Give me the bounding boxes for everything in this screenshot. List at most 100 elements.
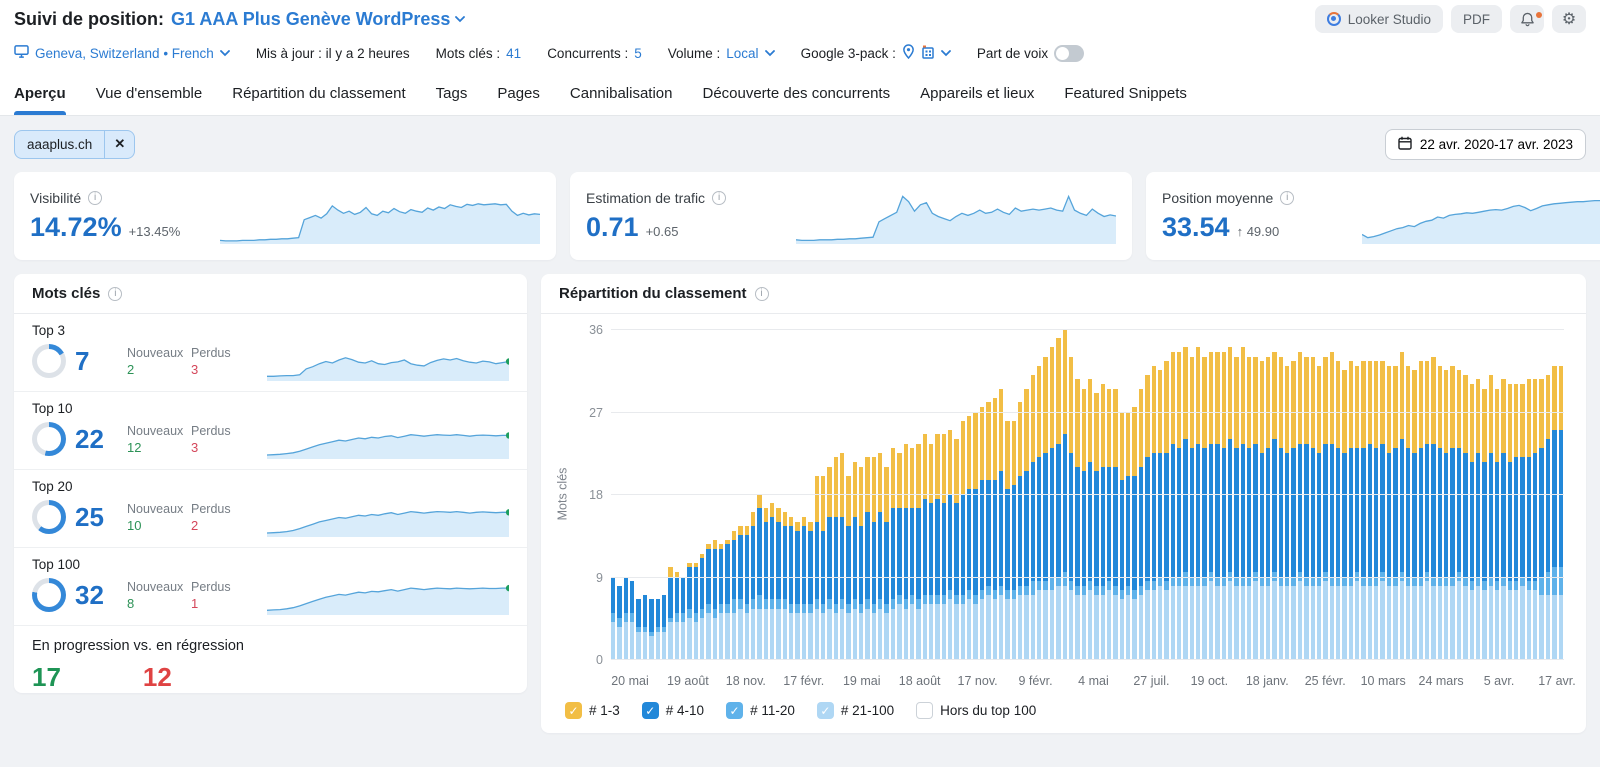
stacked-bar[interactable] — [1552, 365, 1557, 659]
stacked-bar[interactable] — [884, 466, 889, 659]
stacked-bar[interactable] — [1113, 388, 1118, 659]
stacked-bar[interactable] — [750, 512, 756, 659]
stacked-bar[interactable] — [763, 507, 768, 659]
stacked-bar[interactable] — [1075, 379, 1080, 659]
stacked-bar[interactable] — [1094, 393, 1099, 659]
stacked-bar[interactable] — [1297, 351, 1303, 659]
stacked-bar[interactable] — [1081, 388, 1086, 659]
stacked-bar[interactable] — [1266, 356, 1271, 659]
stacked-bar[interactable] — [1056, 338, 1061, 659]
stacked-bar[interactable] — [1450, 365, 1455, 659]
stacked-bar[interactable] — [941, 434, 947, 659]
stacked-bar[interactable] — [611, 576, 616, 659]
stacked-bar[interactable] — [738, 526, 743, 659]
stacked-bar[interactable] — [1208, 351, 1214, 659]
stacked-bar[interactable] — [1164, 361, 1169, 659]
stacked-bar[interactable] — [1145, 374, 1150, 659]
stacked-bar[interactable] — [1151, 365, 1156, 659]
stacked-bar[interactable] — [954, 439, 959, 659]
stacked-bar[interactable] — [839, 452, 845, 659]
stacked-bar[interactable] — [833, 457, 838, 659]
checkbox-icon[interactable]: ✓ — [816, 702, 834, 719]
stacked-bar[interactable] — [1488, 374, 1493, 659]
stacked-bar[interactable] — [859, 466, 864, 659]
stacked-bar[interactable] — [1202, 356, 1207, 659]
stacked-bar[interactable] — [782, 512, 788, 659]
stacked-bar[interactable] — [731, 530, 737, 659]
stacked-bar[interactable] — [1176, 351, 1182, 659]
stacked-bar[interactable] — [1170, 351, 1175, 659]
tab-vue-d-ensemble[interactable]: Vue d'ensemble — [95, 85, 203, 102]
stacked-bar[interactable] — [1463, 374, 1468, 659]
stacked-bar[interactable] — [1418, 361, 1423, 659]
stacked-bar[interactable] — [1037, 365, 1042, 659]
stacked-bar[interactable] — [789, 516, 794, 659]
stacked-bar[interactable] — [890, 448, 896, 659]
stacked-bar[interactable] — [852, 461, 858, 659]
stacked-bar[interactable] — [1304, 356, 1309, 659]
stacked-bar[interactable] — [1272, 351, 1277, 659]
checkbox-icon[interactable] — [916, 702, 934, 719]
legend-item-11-20[interactable]: ✓ # 11-20 — [726, 702, 795, 719]
stacked-bar[interactable] — [1520, 384, 1525, 659]
stacked-bar[interactable] — [1425, 361, 1430, 659]
stacked-bar[interactable] — [1310, 356, 1315, 659]
keyword-row-top-100[interactable]: Top 100 32 Nouveaux 8 Perdus 1 — [14, 548, 527, 626]
stacked-bar[interactable] — [1011, 420, 1016, 659]
stacked-bar[interactable] — [808, 521, 813, 659]
location-selector[interactable]: Geneva, Switzerland • French — [14, 45, 230, 61]
stacked-bar[interactable] — [795, 521, 800, 659]
stacked-bar[interactable] — [700, 553, 705, 659]
tab-featured-snippets[interactable]: Featured Snippets — [1064, 85, 1187, 102]
date-range-picker[interactable]: 22 avr. 2020-17 avr. 2023 — [1384, 128, 1586, 160]
stacked-bar[interactable] — [1329, 351, 1334, 659]
stacked-bar[interactable] — [1558, 365, 1563, 659]
legend-item-hors-du-top-100[interactable]: Hors du top 100 — [916, 702, 1036, 719]
stacked-bar[interactable] — [1456, 370, 1462, 659]
stacked-bar[interactable] — [1196, 347, 1201, 659]
stacked-bar[interactable] — [617, 585, 622, 659]
info-icon[interactable] — [108, 286, 123, 301]
close-icon[interactable]: ✕ — [104, 130, 134, 158]
tab-cannibalisation[interactable]: Cannibalisation — [569, 85, 673, 102]
stacked-bar[interactable] — [1361, 361, 1366, 659]
settings-button[interactable]: ⚙ — [1552, 5, 1586, 33]
project-selector[interactable]: G1 AAA Plus Genève WordPress — [171, 9, 466, 30]
stacked-bar[interactable] — [1087, 379, 1093, 659]
stacked-bar[interactable] — [1444, 370, 1449, 659]
stacked-bar[interactable] — [1526, 379, 1532, 659]
stacked-bar[interactable] — [979, 406, 985, 659]
stacked-bar[interactable] — [1367, 361, 1373, 659]
stacked-bar[interactable] — [757, 494, 762, 659]
stacked-bar[interactable] — [1507, 384, 1513, 659]
stacked-bar[interactable] — [1215, 351, 1220, 659]
google-3pack-selector[interactable]: Google 3-pack : — [801, 44, 951, 62]
stacked-bar[interactable] — [1005, 420, 1010, 659]
stacked-bar[interactable] — [1062, 329, 1067, 659]
stacked-bar[interactable] — [1431, 356, 1436, 659]
stacked-bar[interactable] — [668, 567, 673, 659]
notifications-button[interactable] — [1510, 5, 1544, 33]
looker-studio-button[interactable]: Looker Studio — [1314, 5, 1443, 33]
tab-appareils-et-lieux[interactable]: Appareils et lieux — [920, 85, 1035, 102]
stacked-bar[interactable] — [1323, 356, 1328, 659]
info-icon[interactable] — [88, 190, 103, 205]
stacked-bar[interactable] — [960, 420, 966, 659]
checkbox-icon[interactable]: ✓ — [641, 702, 659, 719]
pdf-button[interactable]: PDF — [1451, 5, 1502, 33]
stacked-bar[interactable] — [1285, 365, 1290, 659]
stacked-bar[interactable] — [680, 576, 686, 659]
stacked-bar[interactable] — [827, 466, 832, 659]
tab-r-partition-du-classement[interactable]: Répartition du classement — [232, 85, 406, 102]
info-icon[interactable] — [712, 190, 727, 205]
stacked-bar[interactable] — [1253, 356, 1258, 659]
stacked-bar[interactable] — [935, 434, 940, 659]
stacked-bar[interactable] — [897, 452, 902, 659]
stacked-bar[interactable] — [1221, 351, 1226, 659]
stacked-bar[interactable] — [986, 402, 991, 659]
stacked-bar[interactable] — [1227, 347, 1233, 659]
stacked-bar[interactable] — [706, 544, 711, 659]
stacked-bar[interactable] — [1374, 361, 1379, 659]
stacked-bar[interactable] — [1355, 365, 1360, 659]
stacked-bar[interactable] — [769, 503, 775, 659]
